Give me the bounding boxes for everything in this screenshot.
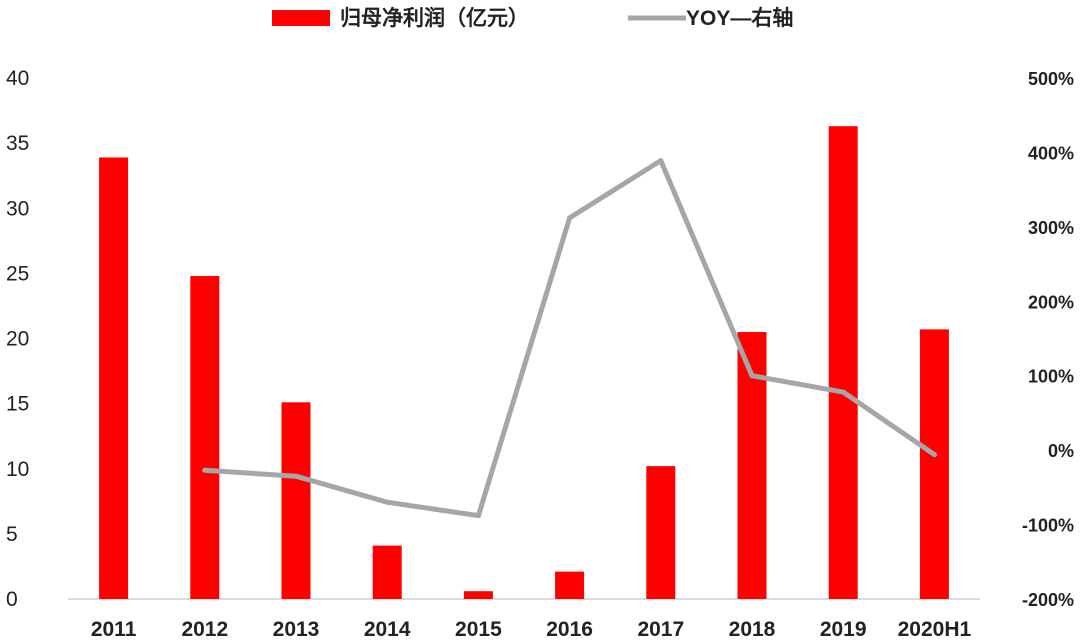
- y-left-tick-label: 35: [6, 132, 29, 155]
- legend-bar-label: 归母净利润（亿元）: [340, 6, 529, 30]
- bar: [372, 545, 402, 599]
- bar: [555, 571, 585, 599]
- yoy-point: [384, 499, 390, 505]
- y-right-tick-label: -200%: [1022, 590, 1074, 610]
- legend-bar-swatch: [272, 10, 330, 26]
- bar: [99, 157, 129, 599]
- bar: [190, 275, 220, 599]
- bar: [646, 466, 676, 599]
- y-right-tick-label: 0%: [1048, 441, 1074, 461]
- y-right-tick-label: 400%: [1028, 143, 1074, 163]
- bar: [281, 402, 311, 599]
- line-series: [202, 158, 937, 519]
- y-left-tick-label: 20: [6, 328, 29, 351]
- y-right-tick-label: 300%: [1028, 218, 1074, 238]
- x-tick-label: 2019: [820, 618, 867, 641]
- yoy-point: [475, 513, 481, 519]
- y-right-tick-label: 200%: [1028, 292, 1074, 312]
- yoy-point: [293, 473, 299, 479]
- legend-line-label: YOY—右轴: [686, 6, 793, 30]
- yoy-line: [202, 158, 937, 519]
- yoy-point: [658, 158, 664, 164]
- bar: [828, 126, 858, 599]
- yoy-point: [567, 215, 573, 221]
- x-tick-label: 2020H1: [898, 618, 972, 641]
- y-right-tick-label: 500%: [1028, 69, 1074, 89]
- y-left-tick-label: 10: [6, 458, 29, 481]
- y-left-tick-label: 40: [6, 67, 29, 90]
- x-tick-label: 2016: [546, 618, 593, 641]
- y-right-tick-label: -100%: [1022, 516, 1074, 536]
- legend: 归母净利润（亿元） YOY—右轴: [272, 6, 793, 30]
- y-axis-right: -200% -100% 0% 100% 200% 300% 400% 500%: [1022, 69, 1074, 610]
- bar: [463, 591, 493, 599]
- yoy-point: [202, 467, 208, 473]
- x-tick-label: 2014: [364, 618, 411, 641]
- y-left-tick-label: 15: [6, 393, 29, 416]
- x-tick-label: 2015: [455, 618, 502, 641]
- x-tick-label: 2017: [637, 618, 684, 641]
- bar-series: [99, 126, 949, 599]
- x-tick-label: 2011: [91, 618, 137, 641]
- y-left-tick-label: 25: [6, 262, 29, 285]
- x-tick-label: 2012: [181, 618, 228, 641]
- x-axis: 2011 2012 2013 2014 2015 2016 2017 2018 2019 2020…: [91, 618, 972, 641]
- yoy-point: [840, 389, 846, 395]
- y-left-tick-label: 0: [6, 588, 18, 611]
- y-axis-left: 0 5 10 15 20 25 30 35 40: [6, 67, 29, 611]
- y-left-tick-label: 30: [6, 197, 29, 220]
- bar: [919, 329, 949, 599]
- yoy-point: [749, 373, 755, 379]
- x-tick-label: 2013: [273, 618, 320, 641]
- x-tick-label: 2018: [729, 618, 776, 641]
- y-left-tick-label: 5: [6, 523, 18, 546]
- yoy-point: [931, 452, 937, 458]
- y-right-tick-label: 100%: [1028, 367, 1074, 387]
